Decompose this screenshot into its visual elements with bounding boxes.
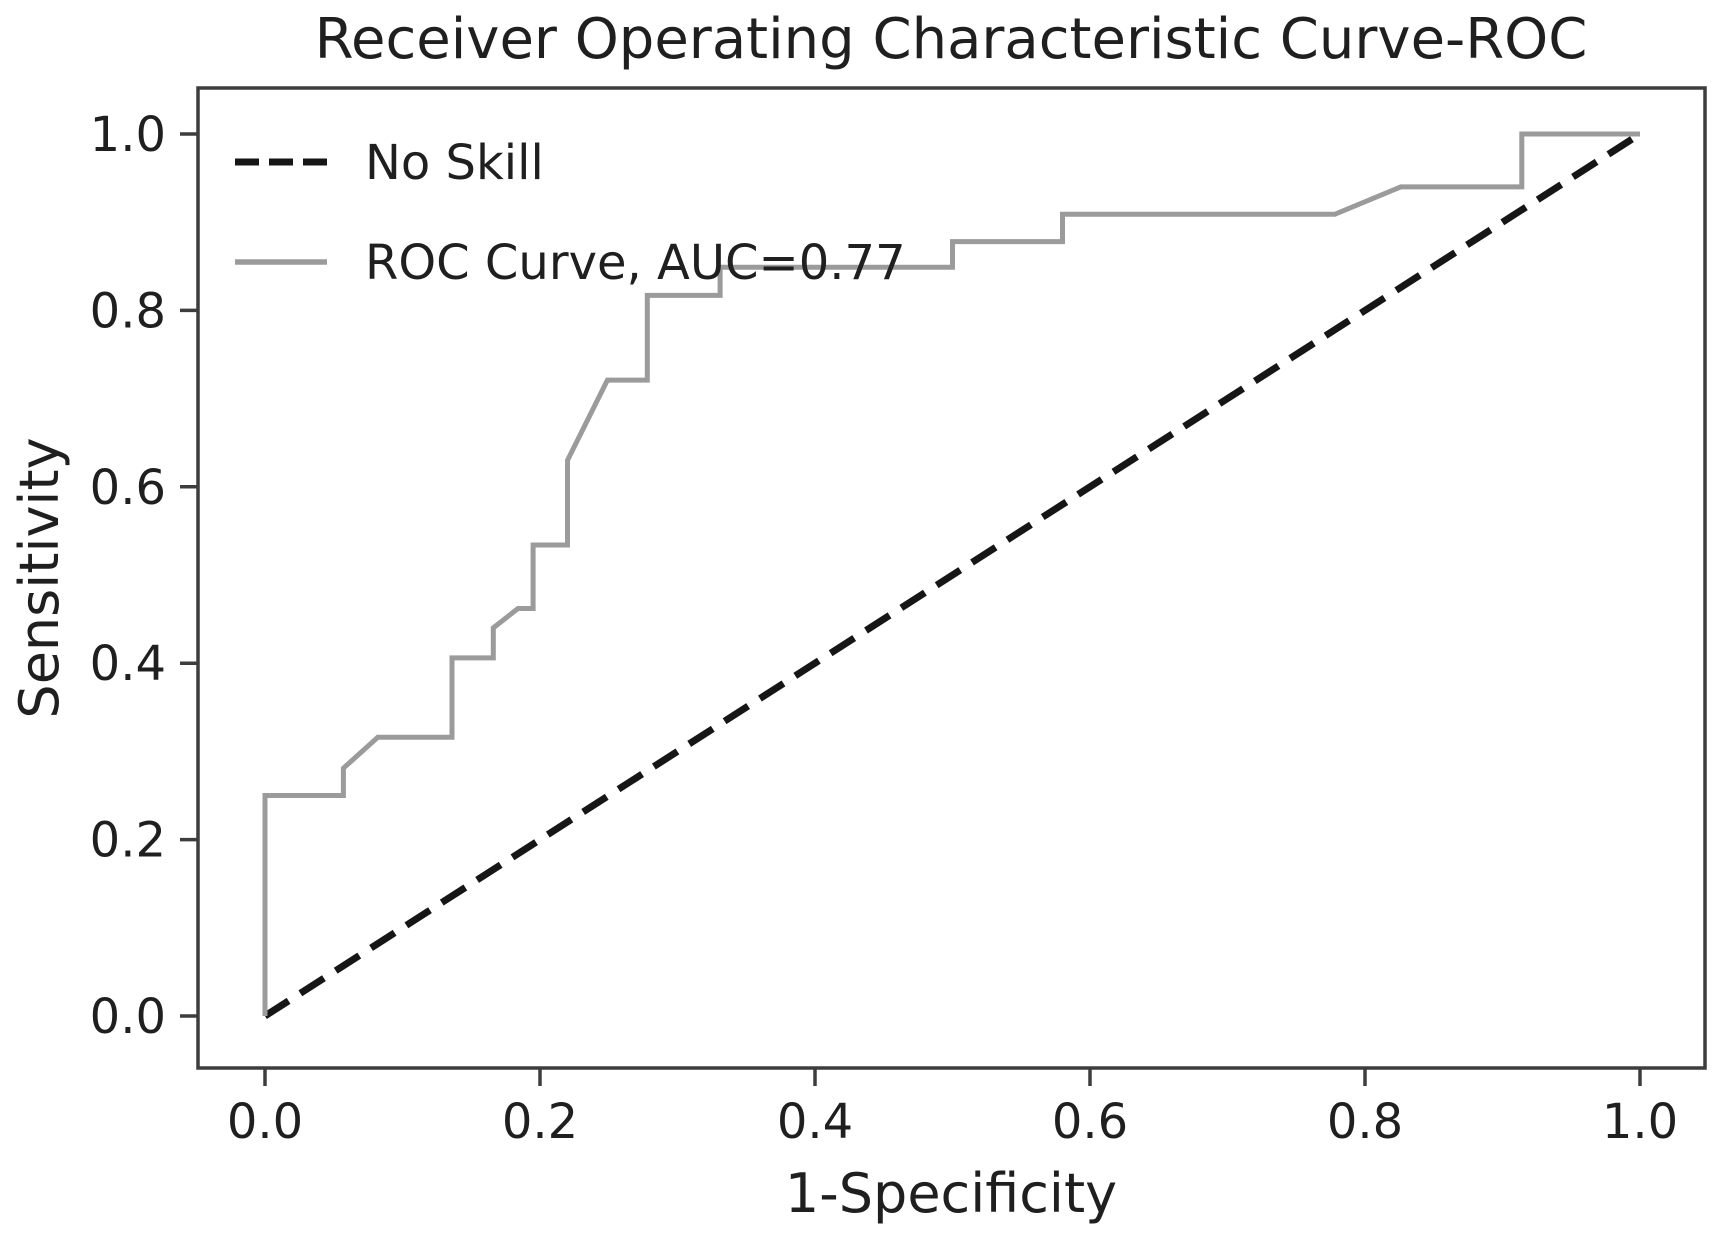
x-tick-label: 1.0 — [1602, 1094, 1678, 1150]
y-tick-label: 0.6 — [90, 460, 166, 516]
x-tick-label: 0.4 — [777, 1094, 853, 1150]
y-tick-label: 1.0 — [90, 107, 166, 163]
legend-label-roc-curve: ROC Curve, AUC=0.77 — [365, 235, 906, 291]
no-skill-diagonal-line — [263, 131, 1642, 1019]
x-tick-label: 0.6 — [1052, 1094, 1128, 1150]
x-tick-label: 0.2 — [502, 1094, 578, 1150]
legend: No Skill ROC Curve, AUC=0.77 — [235, 135, 906, 291]
axis-ticks: 0.0 0.2 0.4 0.6 0.8 1.0 0.0 0.2 0.4 0.6 0.8 1.0 — [90, 107, 1679, 1150]
x-axis-label: 1-Specificity — [785, 1162, 1117, 1225]
y-axis-label: Sensitivity — [8, 437, 71, 718]
y-tick-label: 0.4 — [90, 636, 166, 692]
legend-item-no-skill: No Skill — [235, 135, 544, 191]
legend-label-no-skill: No Skill — [365, 135, 544, 191]
chart-title: Receiver Operating Characteristic Curve-… — [315, 7, 1588, 72]
y-tick-label: 0.2 — [90, 813, 166, 869]
roc-curve-line — [262, 131, 1640, 1016]
y-tick-label: 0.8 — [90, 283, 166, 339]
legend-item-roc-curve: ROC Curve, AUC=0.77 — [235, 235, 906, 291]
x-tick-label: 0.8 — [1327, 1094, 1403, 1150]
y-tick-label: 0.0 — [90, 989, 166, 1045]
series-lines — [262, 131, 1642, 1019]
x-tick-label: 0.0 — [227, 1094, 303, 1150]
